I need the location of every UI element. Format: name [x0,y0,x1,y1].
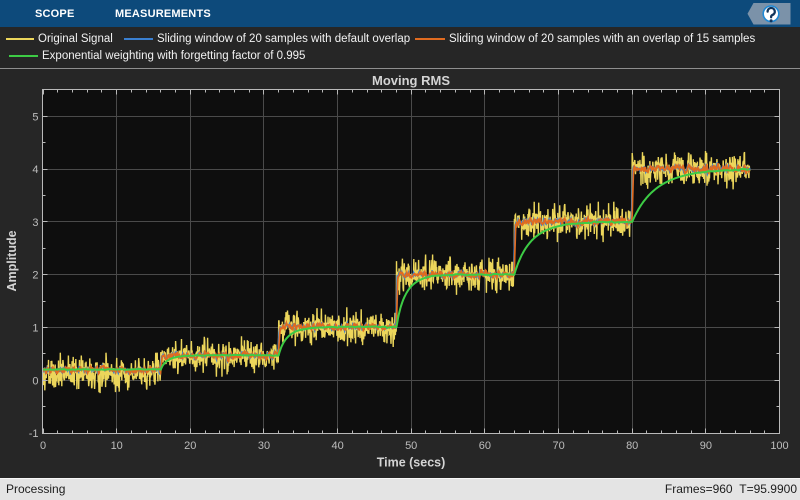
svg-text:-1: -1 [29,428,39,440]
svg-text:60: 60 [479,440,491,452]
svg-text:Time (secs): Time (secs) [377,456,446,470]
svg-text:70: 70 [552,440,564,452]
svg-text:90: 90 [700,440,712,452]
svg-text:30: 30 [258,440,270,452]
svg-text:50: 50 [405,440,417,452]
svg-text:100: 100 [770,440,788,452]
svg-text:10: 10 [111,440,123,452]
svg-text:40: 40 [331,440,343,452]
svg-text:1: 1 [32,323,38,335]
svg-text:Amplitude: Amplitude [5,230,19,291]
svg-text:20: 20 [184,440,196,452]
svg-text:2: 2 [32,270,38,282]
svg-text:5: 5 [32,111,38,123]
svg-text:80: 80 [626,440,638,452]
svg-text:0: 0 [40,440,46,452]
svg-text:0: 0 [32,375,38,387]
svg-text:3: 3 [32,217,38,229]
svg-text:4: 4 [32,164,38,176]
svg-text:Moving RMS: Moving RMS [372,73,450,88]
